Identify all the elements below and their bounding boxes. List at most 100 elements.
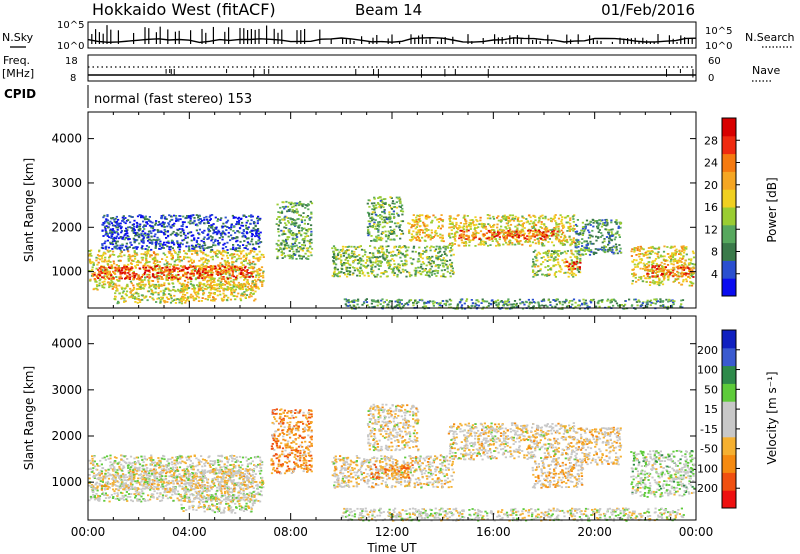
data-cell [479, 216, 482, 219]
data-cell [240, 267, 243, 270]
data-cell [193, 246, 196, 249]
data-cell [151, 241, 154, 244]
data-cell [377, 260, 380, 263]
data-cell [415, 219, 418, 221]
data-cell [198, 228, 201, 231]
data-cell [243, 291, 246, 293]
data-cell [195, 239, 199, 242]
data-cell [210, 239, 213, 242]
data-cell [276, 218, 279, 220]
data-cell [408, 275, 412, 278]
data-cell [132, 293, 135, 296]
data-cell [446, 260, 449, 262]
data-cell [167, 250, 170, 253]
data-cell [515, 229, 518, 232]
data-cell [555, 226, 558, 228]
data-cell [170, 253, 173, 255]
data-cell [163, 301, 166, 304]
data-cell [691, 273, 694, 275]
data-cell [442, 273, 445, 275]
data-cell [608, 234, 611, 237]
data-cell [448, 223, 451, 225]
data-cell [341, 264, 344, 267]
data-cell [101, 269, 104, 271]
data-cell [210, 285, 213, 288]
data-cell [539, 215, 542, 218]
data-cell [123, 249, 126, 251]
data-cell [144, 263, 147, 265]
data-cell [492, 217, 496, 220]
data-cell [203, 284, 206, 287]
data-cell [103, 286, 106, 289]
data-cell [102, 270, 105, 273]
data-cell [631, 248, 634, 251]
data-cell [285, 238, 288, 241]
data-cell [251, 282, 254, 285]
data-cell [450, 245, 454, 247]
data-cell [226, 219, 230, 222]
data-cell [551, 230, 554, 233]
data-cell [134, 246, 138, 248]
data-cell [257, 242, 260, 245]
data-cell [597, 227, 600, 230]
data-cell [218, 230, 221, 233]
data-cell [556, 230, 559, 233]
data-cell [287, 201, 291, 204]
data-cell [137, 292, 140, 295]
data-cell [144, 232, 147, 235]
data-cell [400, 210, 403, 212]
data-cell [175, 232, 178, 234]
data-cell [213, 286, 216, 289]
data-cell [115, 284, 118, 287]
data-cell [159, 243, 162, 245]
data-cell [152, 229, 155, 232]
data-cell [212, 279, 216, 282]
data-cell [160, 268, 163, 271]
data-cell [192, 261, 195, 263]
data-cell [184, 252, 187, 255]
data-cell [285, 200, 288, 203]
data-cell [356, 262, 360, 265]
data-cell [585, 240, 588, 243]
data-cell [111, 229, 114, 232]
data-cell [571, 241, 574, 243]
data-cell [251, 233, 254, 236]
data-cell [616, 230, 619, 233]
data-cell [131, 224, 134, 226]
data-cell [149, 255, 152, 258]
data-cell [228, 288, 231, 290]
data-cell [101, 276, 104, 279]
data-cell [246, 219, 249, 222]
data-cell [195, 229, 198, 232]
data-cell [307, 228, 310, 230]
data-cell [279, 246, 282, 249]
data-cell [398, 249, 401, 252]
data-cell [208, 216, 211, 218]
data-cell [172, 225, 175, 227]
data-cell [505, 227, 508, 230]
data-cell [221, 236, 224, 238]
data-cell [462, 228, 465, 231]
data-cell [233, 282, 236, 285]
data-cell [181, 288, 185, 291]
data-cell [209, 214, 212, 217]
data-cell [480, 225, 483, 228]
data-cell [534, 255, 537, 258]
data-cell [116, 226, 120, 229]
data-cell [141, 259, 144, 261]
data-cell [484, 242, 487, 245]
data-cell [589, 242, 592, 245]
data-cell [290, 230, 293, 232]
data-cell [415, 226, 418, 228]
data-cell [133, 297, 137, 300]
data-cell [141, 247, 144, 250]
data-cell [384, 221, 387, 224]
data-cell [234, 216, 237, 219]
data-cell [412, 247, 415, 249]
data-cell [425, 249, 428, 252]
data-cell [639, 253, 642, 255]
data-cell [298, 255, 301, 257]
data-cell [301, 205, 304, 208]
data-cell [236, 250, 239, 252]
data-cell [157, 293, 160, 296]
